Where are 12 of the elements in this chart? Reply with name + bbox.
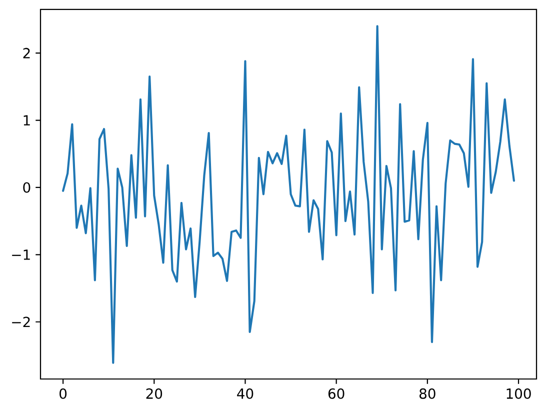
y-tick-label: 2 — [23, 48, 30, 58]
y-tick-label: −2 — [12, 316, 30, 328]
x-tick-label: 20 — [146, 388, 162, 399]
line-series — [62, 25, 515, 364]
y-tick-label: 1 — [24, 115, 30, 126]
y-tick-label: 0 — [23, 182, 30, 193]
x-tick-label: 80 — [420, 388, 436, 399]
y-tick-label: −1 — [12, 250, 30, 260]
x-tick-label: 40 — [237, 388, 254, 399]
x-tick-label: 0 — [60, 388, 67, 399]
x-tick-label: 100 — [506, 388, 531, 399]
x-tick-label: 60 — [328, 388, 344, 399]
